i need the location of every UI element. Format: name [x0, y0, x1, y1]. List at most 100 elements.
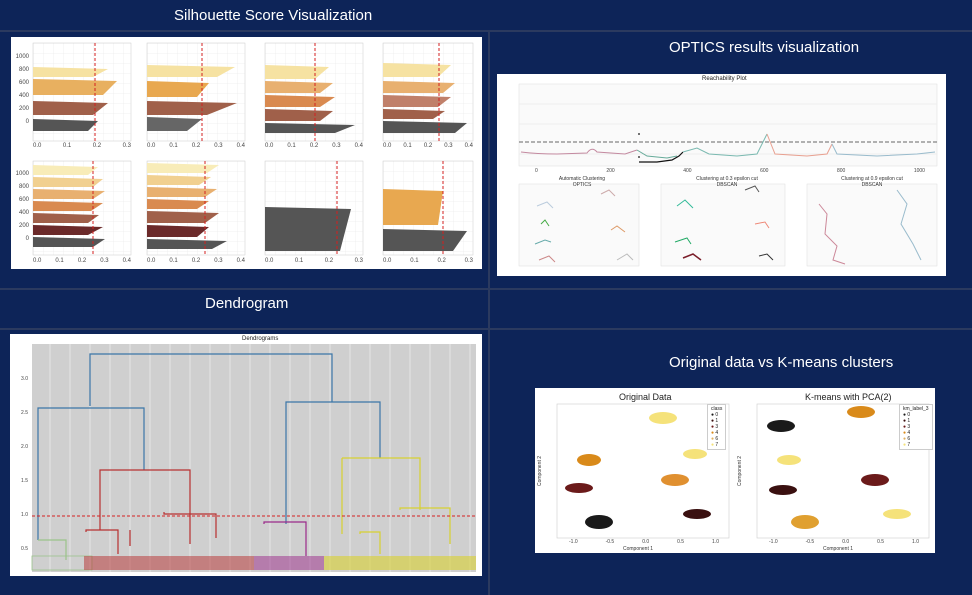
silhouette-title: Silhouette Score Visualization: [174, 7, 373, 24]
sil-xticks-2: 0.0 0.1 0.2 0.3 0.4: [147, 143, 245, 149]
legend-label: 0: [715, 412, 719, 418]
silhouette-plot-2: [146, 42, 246, 142]
optics-sub2-title: Clustering at 0.3 epsilon cut DBSCAN: [682, 176, 772, 188]
tick: 200: [606, 168, 615, 174]
legend-label: 7: [907, 442, 911, 448]
legend-item: ● 3: [711, 424, 719, 430]
tick: 0.2: [92, 143, 102, 149]
tick: 800: [18, 67, 29, 73]
tick: 0: [25, 236, 29, 242]
kmeans-left-plot: [556, 403, 730, 539]
sil-xticks-7: 0.0 0.1 0.2 0.3: [265, 258, 363, 264]
optics-sub3-title: Clustering at 0.9 epsilon cut DBSCAN: [827, 176, 917, 188]
tick: -0.5: [805, 539, 815, 545]
silhouette-panel: 1000 800 600 400 200 0 1000 800 600 400 …: [11, 37, 482, 269]
tick: 0.2: [324, 258, 334, 264]
dendro-yticks: 3.0 2.5 2.0 1.5 1.0 0.5: [12, 362, 28, 566]
tick: 0.4: [122, 258, 131, 264]
kmeans-title: Original data vs K-means clusters: [669, 354, 894, 371]
tick: 0.3: [332, 143, 341, 149]
optics-sub2-subtitle: DBSCAN: [716, 182, 738, 188]
tick: 1000: [15, 54, 29, 60]
sil-yticks-2: 1000 800 600 400 200 0: [15, 168, 29, 246]
tick: -0.5: [605, 539, 615, 545]
tick: 0.0: [265, 143, 274, 149]
reach-title: Reachability Plot: [702, 76, 747, 82]
optics-sub1-subtitle: OPTICS: [572, 182, 592, 188]
tick: 0.0: [842, 539, 850, 545]
tick: 0.5: [21, 546, 28, 552]
tick: 1.0: [912, 539, 919, 545]
optics-sub1: [518, 183, 640, 267]
optics-sub3: [806, 183, 938, 267]
legend-label: 3: [715, 424, 719, 430]
optics-sub2: [660, 183, 786, 267]
tick: 600: [18, 197, 29, 203]
tick: 0.4: [236, 143, 245, 149]
legend-label: 3: [907, 424, 911, 430]
kmeans-right-ylabel: Component 2: [737, 455, 744, 487]
optics-sub1-title: Automatic Clustering OPTICS: [547, 176, 617, 188]
tick: 0.0: [33, 143, 42, 149]
optics-svg: [518, 83, 938, 267]
kmeans-right-xticks: -1.0 -0.5 0.0 0.5 1.0: [769, 539, 919, 545]
legend-item: ● 0: [903, 412, 911, 418]
grid-line-h3: [0, 328, 972, 330]
legend-label: 6: [907, 436, 911, 442]
tick: 600: [18, 80, 29, 86]
tick: 0.1: [287, 143, 296, 149]
tick: 0.2: [309, 143, 319, 149]
tick: 0.4: [236, 258, 245, 264]
tick: 600: [760, 168, 769, 174]
kmeans-left-title: Original Data: [619, 392, 672, 402]
optics-panel: Reachability Plot: [497, 74, 946, 276]
grid-line-h2: [0, 288, 972, 290]
tick: 0.3: [122, 143, 131, 149]
dendrogram-svg: [31, 344, 476, 572]
tick: 0.0: [383, 143, 392, 149]
optics-sub1-title-text: Automatic Clustering: [558, 176, 606, 182]
tick: 2.5: [21, 410, 28, 416]
legend-label: 4: [715, 430, 719, 436]
dendrogram-panel: Dendrograms: [10, 334, 482, 576]
dendrogram-title: Dendrogram: [205, 295, 289, 312]
tick: 0.1: [169, 258, 178, 264]
tick: 0.1: [403, 143, 412, 149]
tick: 200: [18, 223, 29, 229]
silhouette-grid-svg: [32, 42, 474, 256]
legend-label: 0: [907, 412, 911, 418]
tick: 1000: [913, 168, 925, 174]
tick: 0.3: [464, 258, 473, 264]
legend-left: class ● 0 ● 1 ● 3 ● 4 ● 6 ● 7: [707, 404, 727, 450]
legend-right: km_label_3 ● 0 ● 1 ● 3 ● 4 ● 6 ● 7: [899, 404, 933, 450]
tick: 400: [683, 168, 692, 174]
silhouette-plot-8: [382, 160, 474, 256]
legend-item: ● 4: [903, 430, 911, 436]
legend-item: ● 1: [903, 418, 911, 424]
kmeans-panel: Original Data K-means with PCA(2) class …: [535, 388, 935, 553]
silhouette-plot-6: [146, 160, 246, 256]
tick: 0.1: [294, 258, 304, 264]
kmeans-left-xlabel: Component 1: [623, 546, 654, 552]
dendro-chart-title: Dendrograms: [242, 336, 279, 342]
silhouette-plot-1: [32, 42, 132, 142]
reach-plot: [518, 83, 938, 167]
tick: 0.3: [354, 258, 363, 264]
legend-label: 1: [907, 418, 911, 424]
optics-title: OPTICS results visualization: [669, 39, 860, 56]
tick: 0.1: [55, 258, 64, 264]
tick: 800: [836, 168, 846, 174]
kmeans-right-title: K-means with PCA(2): [805, 392, 892, 402]
legend-item: ● 1: [711, 418, 719, 424]
tick: 0.0: [33, 258, 42, 264]
tick: 3.0: [21, 376, 28, 382]
tick: 0.5: [877, 539, 885, 545]
sil-xticks-5: 0.0 0.1 0.2 0.3 0.4: [33, 258, 131, 264]
tick: 0.0: [147, 143, 156, 149]
grid-line-v: [488, 30, 490, 595]
tick: 0.2: [191, 258, 201, 264]
tick: 0.4: [354, 143, 363, 149]
sil-xticks-4: 0.0 0.1 0.2 0.3 0.4: [383, 143, 473, 149]
reach-xticks: 0 200 400 600 800 1000: [535, 168, 925, 174]
legend-label: 7: [715, 442, 719, 448]
